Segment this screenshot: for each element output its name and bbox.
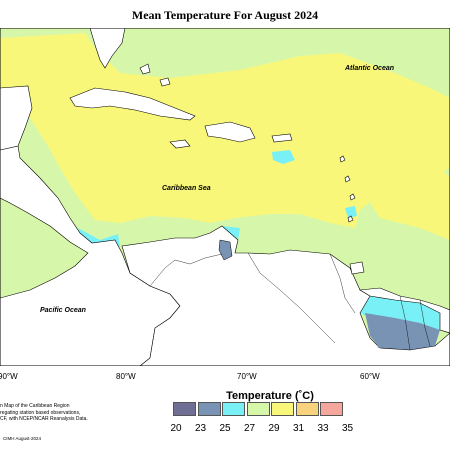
- legend-label: 33: [317, 423, 329, 434]
- steel-inland: [375, 334, 392, 348]
- cool-zone-trinidad: [345, 206, 357, 218]
- note-line-3: CF, with NCEP/NCAR Reanalysis Data.: [0, 416, 88, 422]
- legend-label: 20: [170, 423, 182, 434]
- caribbean-sea-label: Caribbean Sea: [162, 185, 211, 192]
- legend-label: 25: [219, 423, 231, 434]
- yucatan: [0, 85, 33, 151]
- lon-tick-80: 80°W: [116, 372, 136, 381]
- lake-maracaibo: [218, 239, 233, 261]
- lon-tick-60: 60°W: [360, 372, 380, 381]
- legend-swatch: [246, 402, 270, 416]
- legend-swatch: [320, 402, 343, 416]
- trinidad: [349, 261, 365, 275]
- borders: [149, 252, 431, 351]
- puerto-rico: [271, 133, 293, 143]
- temperature-map: Atlantic Ocean Caribbean Sea Pacific Oce…: [0, 28, 450, 366]
- legend-swatch: [173, 402, 196, 416]
- south-america: [121, 225, 450, 366]
- atlantic-ocean-label: Atlantic Ocean: [344, 65, 394, 72]
- jamaica: [169, 139, 191, 149]
- lon-tick-70: 70°W: [237, 372, 257, 381]
- legend-title: Temperature (˚C): [226, 390, 314, 402]
- legend-label: 35: [341, 423, 354, 434]
- legend-swatch: [271, 402, 294, 416]
- pacific-ocean-label: Pacific Ocean: [40, 307, 86, 314]
- map-note: n Map of the Caribbean Region regating s…: [0, 403, 110, 423]
- bahamas: [139, 63, 151, 75]
- legend-swatch: [197, 402, 221, 416]
- legend-label: 31: [292, 423, 305, 434]
- warm-band: [0, 28, 450, 240]
- cuba: [69, 87, 196, 121]
- land: [0, 28, 450, 366]
- note-line-2: regating station based observations,: [0, 409, 81, 416]
- legend-swatch: [222, 402, 245, 416]
- legend-title-wrap: Temperature (˚C): [0, 386, 450, 404]
- map-title: Mean Temperature For August 2024: [131, 8, 319, 22]
- florida: [89, 28, 126, 69]
- bahamas-2: [159, 77, 171, 87]
- legend-label: 23: [194, 423, 207, 434]
- note-line-1: n Map of the Caribbean Region: [0, 403, 70, 409]
- lesser-antilles: [339, 155, 356, 223]
- credit-text: CIMH August-2024: [3, 436, 42, 441]
- hispaniola: [204, 121, 256, 143]
- lon-tick-90: 90°W: [0, 372, 18, 381]
- legend-swatch: [295, 402, 319, 416]
- legend-label: 29: [268, 423, 280, 434]
- legend-label: 27: [243, 423, 256, 434]
- cool-zone-jamaica: [272, 150, 295, 164]
